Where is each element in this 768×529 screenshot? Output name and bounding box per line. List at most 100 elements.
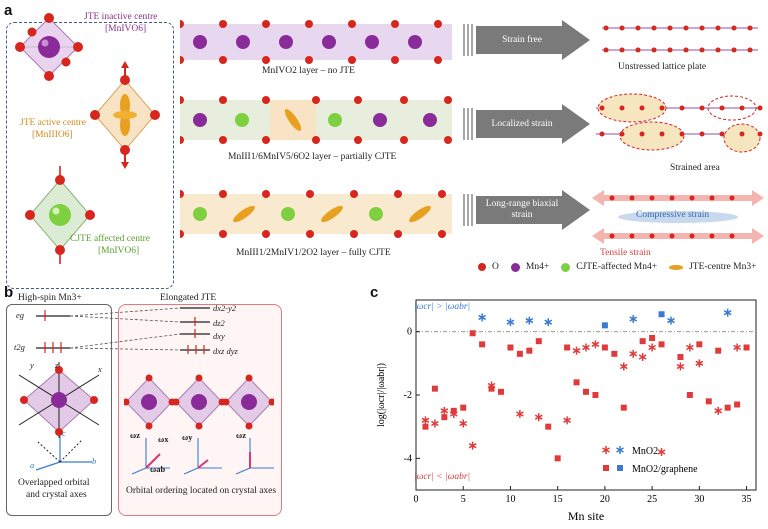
unstressed-plate-label: Unstressed lattice plate: [618, 62, 707, 72]
panel-b-letter: b: [4, 284, 14, 301]
point-square-2: [724, 404, 731, 411]
point-square-2: [535, 338, 542, 345]
point-star-0: [648, 343, 656, 352]
plate-o-atom: [715, 25, 721, 31]
point-square-2: [460, 404, 467, 411]
legend-cjte: CJTE-affected Mn4+: [576, 262, 658, 272]
point-square-2: [479, 341, 486, 348]
level-t2g: t2g: [14, 342, 25, 352]
cjte-dot-icon: [561, 262, 571, 272]
legend-red-square: [603, 465, 609, 471]
point-star-1: [544, 318, 553, 327]
plate-o-atom: [747, 25, 753, 31]
inactive-centre-formula: [MnIVO6]: [105, 24, 147, 34]
x-tick-label: 10: [505, 494, 515, 505]
localized-strain-arrow: [463, 104, 590, 144]
elongated-jte-title: Elongated JTE: [160, 293, 217, 303]
layer-partial-cjte: [180, 96, 452, 144]
point-square-2: [611, 350, 618, 357]
long-range-strain-diagram: [592, 190, 764, 244]
point-star-1: [525, 316, 534, 325]
y-tick-label: 0: [407, 327, 412, 338]
point-star-1: [629, 315, 638, 323]
axis-y-label: y: [30, 360, 34, 370]
legend-mno2-graphene-label: MnO2/graphene: [632, 464, 698, 475]
point-star-0: [440, 406, 449, 415]
legend-o: O: [492, 262, 499, 272]
unstressed-plate: [602, 25, 758, 53]
point-star-0: [582, 343, 590, 352]
box1-caption-1: Overlapped orbital: [18, 478, 90, 488]
omega-ab-label: ωab: [150, 464, 166, 474]
x-tick-label: 15: [553, 494, 563, 505]
point-square-2: [677, 354, 684, 360]
point-square-2: [705, 398, 712, 405]
omega-x-label: ωx: [158, 434, 169, 444]
orbital-dxy: dxy: [213, 331, 225, 341]
point-star-0: [714, 406, 723, 415]
inactive-centre-title: JTE inactive centre: [84, 12, 158, 22]
point-star-0: [657, 448, 666, 456]
x-tick-label: 35: [742, 494, 752, 505]
cjte-centre-formula: [MnIVO6]: [98, 246, 140, 256]
cjte-centre-octahedron: [25, 166, 95, 264]
point-star-0: [563, 416, 571, 425]
strained-area-diagram: [596, 93, 763, 153]
note-top: |ωcr| > |ωabr|: [414, 302, 471, 312]
point-star-0: [431, 419, 439, 428]
point-star-0: [686, 343, 694, 352]
plate-o-atom: [731, 25, 737, 31]
legend-blue-square: [617, 465, 623, 471]
point-star-0: [638, 353, 647, 361]
active-centre-octahedron: [90, 61, 160, 169]
point-square-2: [498, 388, 504, 395]
mn-site-scatter-chart: 0 5 10 15 20 25 30 35 -4 -2 0 Mn site log(|ωcr|/|ωab…: [376, 299, 757, 523]
legend-blue-star: [616, 446, 624, 454]
plate-o-atom: [667, 25, 673, 31]
plate-o-atom: [699, 47, 705, 53]
orbital-dz2: dz2: [213, 318, 225, 328]
long-range-strain-label: Long-range biaxial strain: [485, 199, 559, 220]
legend-jte: JTE-centre Mn3+: [689, 262, 757, 272]
point-square-2: [554, 455, 561, 462]
cjte-centre-title: CJTE affected centre: [70, 234, 151, 244]
panel-c-letter: c: [370, 284, 379, 301]
mn4-dot-icon: [510, 262, 520, 272]
strain-free-label: Strain free: [502, 35, 542, 45]
plate-o-atom: [619, 47, 625, 53]
plate-o-atom: [603, 25, 609, 31]
axis-a-label: a: [30, 460, 35, 470]
omega-axes-row: [131, 438, 274, 475]
long-range-strain-arrow: [463, 190, 590, 230]
panel-a-legend: O Mn4+ CJTE-affected Mn4+ JTE-centre Mn3…: [478, 262, 756, 272]
plate-o-atom: [683, 25, 689, 31]
x-tick-label: 25: [647, 494, 657, 505]
energy-level-diagram: [36, 307, 210, 354]
point-star-0: [468, 441, 477, 450]
point-star-0: [591, 340, 600, 349]
point-star-0: [421, 416, 430, 425]
point-square-2: [686, 392, 693, 398]
axis-b-label: b: [92, 456, 97, 466]
o-dot-icon: [478, 263, 486, 271]
point-square-2: [696, 341, 703, 348]
point-star-1: [667, 316, 675, 325]
plate-o-atom: [603, 47, 609, 53]
plate-o-atom: [715, 47, 721, 53]
axis-z-label: z: [55, 360, 59, 370]
x-tick-label: 5: [461, 494, 466, 505]
localized-strain-label: Localized strain: [491, 119, 553, 129]
point-star-0: [676, 362, 685, 371]
layer-no-jte: [180, 20, 452, 64]
x-tick-label: 20: [600, 494, 610, 505]
point-star-0: [572, 346, 581, 355]
point-star-0: [619, 362, 628, 371]
point-square-2: [649, 335, 656, 341]
active-centre-formula: [MnIIIO6]: [32, 130, 73, 140]
plate-o-atom: [731, 47, 737, 53]
point-square-2: [734, 401, 741, 408]
omega-z-label-1: ωz: [130, 430, 140, 440]
point-star-1: [478, 313, 486, 322]
compressive-strain-label: Compressive strain: [636, 210, 710, 220]
plate-o-atom: [699, 25, 705, 31]
